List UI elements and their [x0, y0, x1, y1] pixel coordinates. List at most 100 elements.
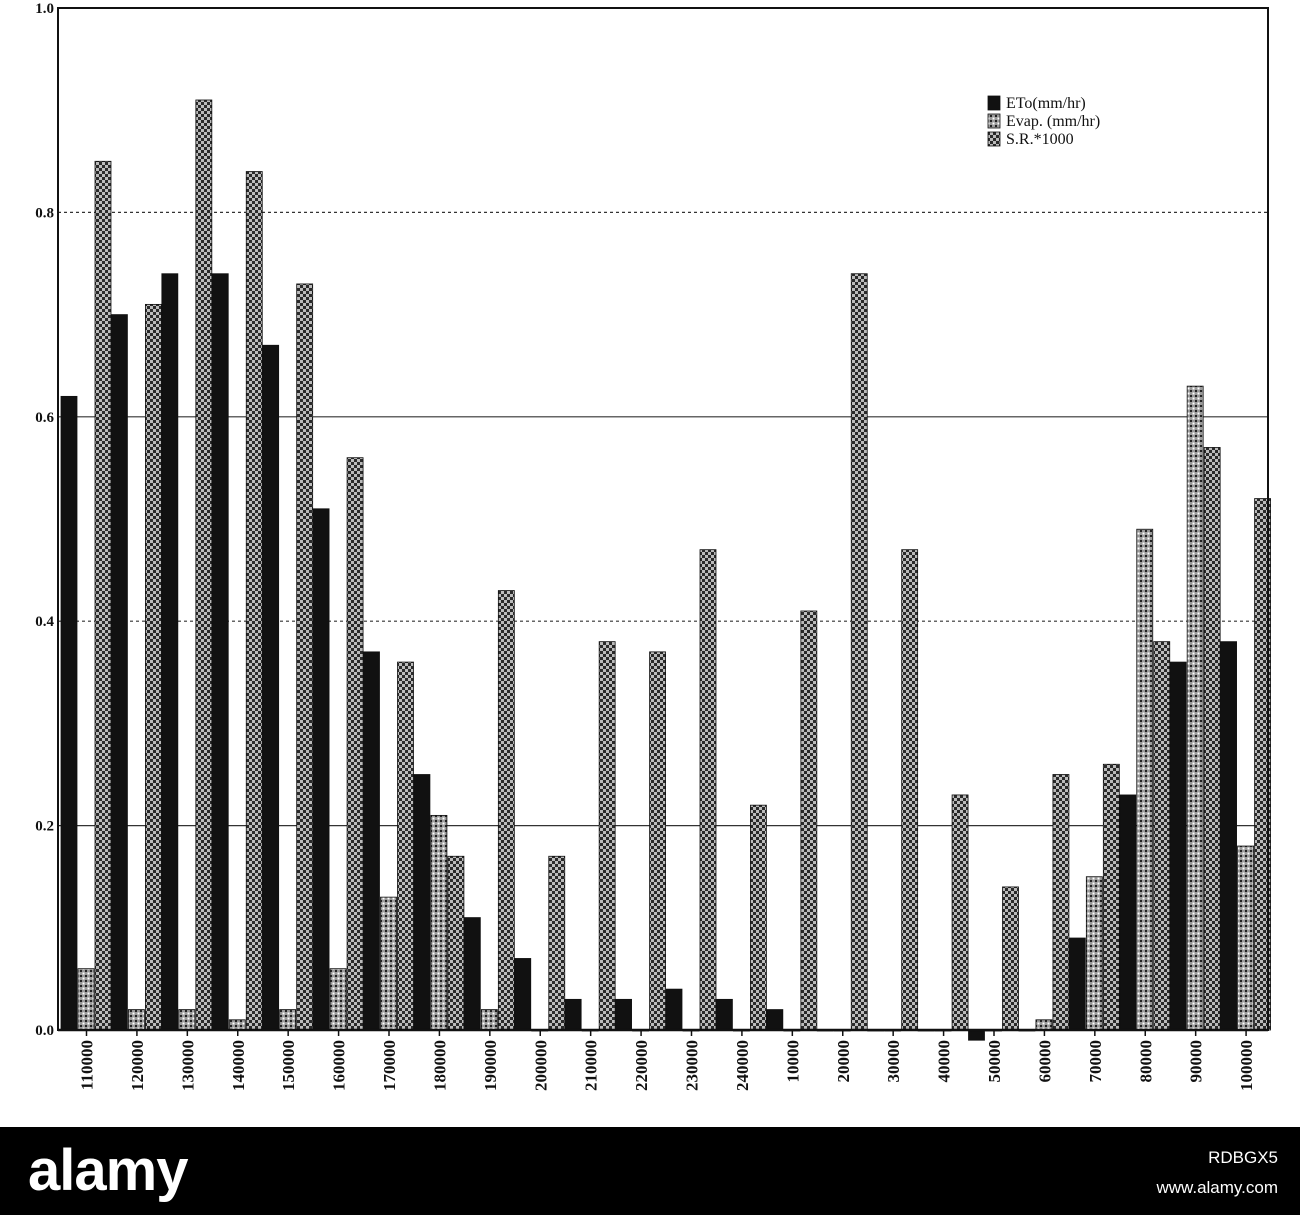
bar	[111, 314, 128, 1031]
bar	[598, 641, 616, 1031]
bar	[699, 549, 717, 1031]
bar	[60, 395, 78, 1031]
bar	[145, 303, 162, 1031]
image-id: RDBGX5	[1208, 1148, 1278, 1167]
bar	[716, 998, 733, 1031]
bar	[77, 968, 95, 1031]
bar	[1203, 447, 1221, 1031]
legend-label: ETo(mm/hr)	[1006, 95, 1086, 112]
bar	[1102, 763, 1120, 1031]
legend-label: Evap. (mm/hr)	[1006, 113, 1100, 130]
x-tick-label: 240000	[733, 1040, 752, 1091]
bar	[514, 958, 532, 1031]
footer-info: RDBGX5 www.alamy.com	[1156, 1143, 1278, 1203]
bar	[262, 344, 280, 1031]
bar	[1220, 641, 1237, 1031]
bar	[447, 855, 465, 1031]
bars	[60, 99, 1271, 1041]
bar	[296, 283, 314, 1031]
x-tick-label: 80000	[1136, 1040, 1155, 1083]
chart: 0.0 0.2 0.4 0.6 0.8 1.0 110000 120000 130000 140…	[35, 1, 1271, 1091]
x-tick-label: 210000	[582, 1040, 601, 1091]
bar	[161, 273, 179, 1031]
x-tick-label: 100000	[1237, 1040, 1256, 1091]
bar	[312, 508, 330, 1031]
x-tick-label: 110000	[78, 1040, 97, 1090]
x-tick-labels: 110000 120000 130000 140000 150000 160000 1700…	[78, 1040, 1257, 1091]
bar	[211, 273, 229, 1031]
legend: ETo(mm/hr)Evap. (mm/hr)S.R.*1000	[987, 95, 1100, 148]
x-tick-label: 10000	[783, 1040, 802, 1083]
legend-swatch	[987, 113, 1001, 129]
bar	[1035, 1019, 1053, 1031]
bar	[548, 855, 566, 1031]
y-tick-label: 0.6	[35, 410, 54, 426]
x-tick-label: 40000	[935, 1040, 954, 1083]
y-tick-label: 0.8	[35, 205, 54, 221]
x-tick-label: 50000	[985, 1040, 1004, 1083]
legend-label: S.R.*1000	[1006, 131, 1074, 148]
bar	[245, 171, 263, 1031]
bar	[94, 160, 112, 1031]
bar	[363, 651, 380, 1031]
bar	[497, 590, 515, 1031]
bar	[951, 794, 969, 1031]
bar	[1085, 876, 1103, 1031]
bar	[195, 99, 213, 1031]
y-tick-labels: 0.0 0.2 0.4 0.6 0.8 1.0	[35, 1, 54, 1039]
bar	[1136, 528, 1154, 1031]
bar	[850, 273, 868, 1031]
x-tick-label: 180000	[430, 1040, 449, 1091]
x-tick-label: 150000	[279, 1040, 298, 1091]
x-tick-label: 130000	[178, 1040, 197, 1091]
x-tick-label: 170000	[380, 1040, 399, 1091]
bar	[750, 804, 767, 1031]
x-tick-label: 220000	[632, 1040, 651, 1091]
bar	[1237, 845, 1254, 1031]
x-tick-label: 120000	[128, 1040, 147, 1091]
x-tick-label: 70000	[1086, 1040, 1105, 1083]
bar	[228, 1019, 246, 1031]
bar	[380, 896, 397, 1031]
bar	[178, 1009, 196, 1031]
x-tick-label: 160000	[330, 1040, 349, 1091]
bar	[346, 457, 364, 1031]
watermark-logo: alamy	[28, 1138, 188, 1203]
x-tick-label: 140000	[229, 1040, 248, 1091]
bar	[397, 661, 414, 1031]
legend-swatch	[987, 131, 1001, 147]
y-tick-label: 1.0	[35, 1, 54, 17]
bar	[430, 814, 448, 1031]
bar	[564, 998, 582, 1031]
bar	[413, 774, 431, 1031]
x-tick-label: 90000	[1187, 1040, 1206, 1083]
bar	[901, 549, 919, 1031]
bar	[1153, 641, 1171, 1031]
bar	[1169, 661, 1187, 1031]
legend-swatch	[987, 95, 1001, 111]
axes	[57, 7, 1269, 1036]
x-tick-label: 20000	[834, 1040, 853, 1083]
footer-url: www.alamy.com	[1156, 1178, 1278, 1197]
x-tick-label: 230000	[683, 1040, 702, 1091]
bar	[329, 968, 347, 1031]
x-tick-label: 200000	[531, 1040, 550, 1091]
footer-bar: alamy RDBGX5 www.alamy.com	[0, 1127, 1300, 1215]
bar	[766, 1009, 784, 1031]
x-tick-label: 30000	[884, 1040, 903, 1083]
bar	[279, 1009, 297, 1031]
bar	[649, 651, 666, 1031]
bar	[1119, 794, 1137, 1031]
x-tick-label: 190000	[481, 1040, 500, 1091]
y-tick-label: 0.2	[35, 819, 54, 835]
bar	[800, 610, 818, 1031]
bar	[968, 1029, 985, 1041]
bar	[1186, 385, 1204, 1031]
bar	[463, 917, 481, 1031]
bar	[615, 998, 632, 1031]
bar	[1068, 937, 1086, 1031]
bar	[665, 988, 683, 1031]
bar	[480, 1009, 498, 1031]
bar	[1052, 774, 1070, 1031]
bar	[128, 1009, 145, 1031]
